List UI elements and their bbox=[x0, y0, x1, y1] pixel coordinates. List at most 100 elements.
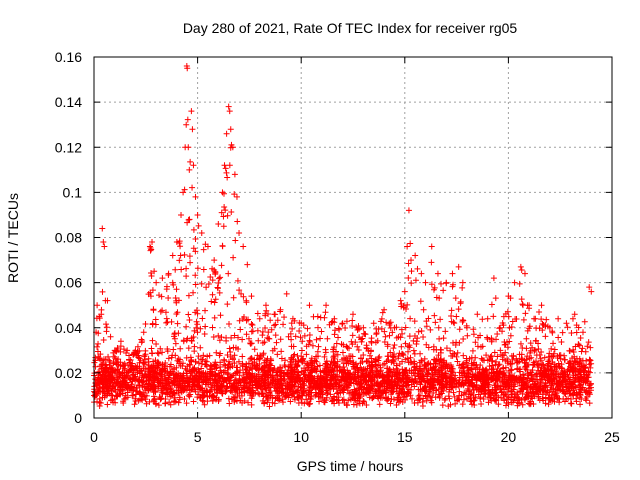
data-point bbox=[407, 240, 414, 247]
data-point bbox=[176, 372, 183, 379]
data-point bbox=[558, 338, 565, 345]
data-point bbox=[216, 352, 223, 359]
data-point bbox=[346, 370, 353, 377]
data-point bbox=[217, 274, 224, 281]
data-point bbox=[227, 348, 234, 355]
data-point bbox=[491, 349, 498, 356]
data-point bbox=[192, 281, 199, 288]
data-point bbox=[277, 377, 284, 384]
data-point bbox=[245, 335, 252, 342]
data-point bbox=[216, 337, 223, 344]
data-point bbox=[505, 293, 512, 300]
data-point bbox=[410, 369, 417, 376]
data-point bbox=[393, 365, 400, 372]
data-point bbox=[405, 343, 412, 350]
data-point bbox=[480, 372, 487, 379]
data-point bbox=[218, 209, 225, 216]
data-point bbox=[537, 381, 544, 388]
data-point bbox=[278, 355, 285, 362]
data-point bbox=[368, 359, 375, 366]
data-point bbox=[347, 357, 354, 364]
data-point bbox=[259, 365, 266, 372]
data-point bbox=[302, 367, 309, 374]
data-point bbox=[411, 350, 418, 357]
data-point bbox=[106, 362, 113, 369]
data-point bbox=[520, 316, 527, 323]
data-point bbox=[226, 162, 233, 169]
data-point bbox=[152, 400, 159, 407]
data-point bbox=[183, 273, 190, 280]
data-point bbox=[247, 340, 254, 347]
data-point bbox=[468, 381, 475, 388]
data-point bbox=[456, 388, 463, 395]
data-point bbox=[510, 353, 517, 360]
data-point bbox=[585, 339, 592, 346]
data-point bbox=[477, 376, 484, 383]
data-point bbox=[388, 376, 395, 383]
data-point bbox=[528, 371, 535, 378]
data-point bbox=[381, 383, 388, 390]
data-point bbox=[209, 277, 216, 284]
data-point bbox=[365, 388, 372, 395]
data-point bbox=[530, 376, 537, 383]
x-tick-label: 0 bbox=[90, 429, 98, 445]
data-point bbox=[252, 364, 259, 371]
data-point bbox=[179, 363, 186, 370]
data-point bbox=[185, 144, 192, 151]
data-point bbox=[557, 355, 564, 362]
data-point bbox=[138, 367, 145, 374]
data-point bbox=[500, 322, 507, 329]
data-point bbox=[131, 401, 138, 408]
data-point bbox=[184, 374, 191, 381]
data-point bbox=[291, 351, 298, 358]
data-point bbox=[189, 126, 196, 133]
data-point bbox=[418, 328, 425, 335]
data-point bbox=[279, 399, 286, 406]
data-point bbox=[271, 365, 278, 372]
data-point bbox=[330, 348, 337, 355]
data-point bbox=[579, 345, 586, 352]
data-point bbox=[249, 322, 256, 329]
data-point bbox=[556, 363, 563, 370]
data-point bbox=[414, 399, 421, 406]
data-point bbox=[185, 392, 192, 399]
data-point bbox=[522, 310, 529, 317]
data-point bbox=[348, 338, 355, 345]
data-point bbox=[460, 352, 467, 359]
data-point bbox=[218, 262, 225, 269]
data-point bbox=[140, 329, 147, 336]
data-point bbox=[256, 355, 263, 362]
data-point bbox=[397, 334, 404, 341]
data-point bbox=[411, 333, 418, 340]
data-point bbox=[187, 354, 194, 361]
data-point bbox=[202, 323, 209, 330]
data-point bbox=[437, 380, 444, 387]
data-point bbox=[504, 356, 511, 363]
data-point bbox=[431, 312, 438, 319]
data-point bbox=[489, 389, 496, 396]
data-point bbox=[347, 353, 354, 360]
data-point bbox=[192, 248, 199, 255]
data-point bbox=[164, 391, 171, 398]
data-point bbox=[183, 323, 190, 330]
data-point bbox=[146, 243, 153, 250]
data-point bbox=[260, 369, 267, 376]
data-point bbox=[216, 289, 223, 296]
data-point bbox=[535, 340, 542, 347]
data-point bbox=[271, 400, 278, 407]
data-point bbox=[563, 320, 570, 327]
data-point bbox=[148, 269, 155, 276]
data-point bbox=[222, 388, 229, 395]
data-point bbox=[321, 376, 328, 383]
data-point bbox=[578, 348, 585, 355]
data-point bbox=[442, 364, 449, 371]
data-point bbox=[174, 320, 181, 327]
data-point bbox=[95, 340, 102, 347]
data-point bbox=[217, 384, 224, 391]
data-point bbox=[463, 324, 470, 331]
data-point bbox=[117, 390, 124, 397]
data-point bbox=[189, 184, 196, 191]
data-point bbox=[188, 337, 195, 344]
data-point bbox=[165, 294, 172, 301]
data-point bbox=[462, 390, 469, 397]
